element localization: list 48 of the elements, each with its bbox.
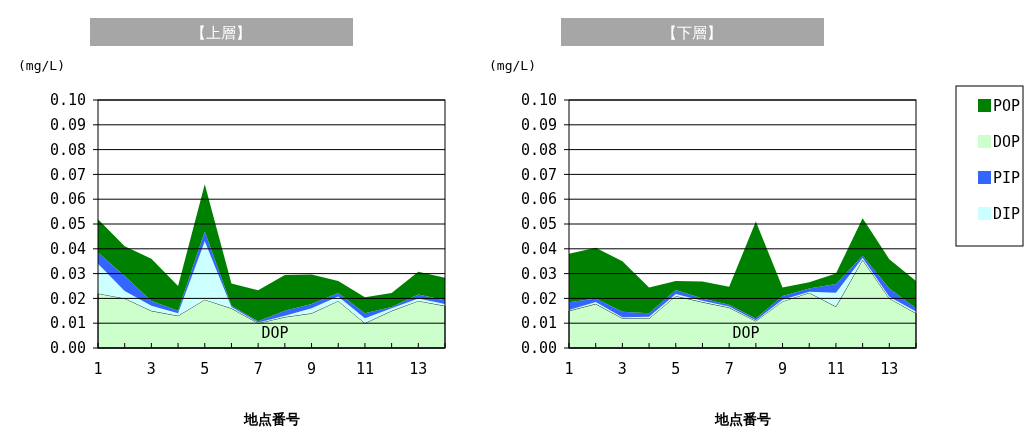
- y-tick-label: 0.03: [49, 264, 86, 283]
- legend-label: POP: [993, 97, 1021, 115]
- chart-title: 【上層】: [191, 24, 251, 42]
- y-tick-label: 0.02: [520, 289, 557, 308]
- y-tick-label: 0.04: [49, 240, 86, 259]
- legend-label: DOP: [993, 133, 1021, 151]
- x-tick-label: 9: [778, 360, 788, 378]
- y-tick-label: 0.05: [520, 215, 557, 234]
- y-tick-label: 0.08: [520, 140, 557, 159]
- x-tick-label: 13: [880, 360, 899, 378]
- annotation: DOP: [732, 324, 760, 342]
- y-tick-label: 0.08: [49, 140, 86, 159]
- x-tick-label: 5: [200, 360, 210, 378]
- x-tick-label: 5: [671, 360, 681, 378]
- y-tick-label: 0.07: [49, 165, 86, 184]
- y-tick-label: 0.10: [49, 91, 86, 110]
- x-tick-label: 11: [826, 360, 845, 378]
- y-axis-title: (mg/L): [489, 58, 536, 73]
- y-tick-label: 0.01: [520, 314, 557, 333]
- y-tick-label: 0.06: [49, 190, 86, 209]
- y-tick-label: 0.00: [520, 339, 557, 358]
- y-tick-label: 0.09: [49, 116, 86, 135]
- legend-label: PIP: [993, 169, 1021, 187]
- y-tick-label: 0.04: [520, 240, 557, 259]
- legend-label: DIP: [993, 205, 1021, 223]
- y-tick-label: 0.00: [49, 339, 86, 358]
- x-tick-label: 1: [564, 360, 574, 378]
- x-tick-label: 9: [307, 360, 317, 378]
- annotation: DOP: [261, 324, 289, 342]
- y-tick-label: 0.05: [49, 215, 86, 234]
- y-tick-label: 0.10: [520, 91, 557, 110]
- x-tick-label: 3: [146, 360, 156, 378]
- x-tick-label: 13: [409, 360, 428, 378]
- y-tick-label: 0.06: [520, 190, 557, 209]
- x-tick-label: 11: [355, 360, 374, 378]
- x-tick-label: 1: [93, 360, 103, 378]
- x-axis-title: 地点番号: [713, 411, 771, 427]
- y-tick-label: 0.01: [49, 314, 86, 333]
- y-tick-label: 0.09: [520, 116, 557, 135]
- y-tick-label: 0.03: [520, 264, 557, 283]
- x-tick-label: 7: [724, 360, 734, 378]
- chart-title: 【下層】: [662, 24, 722, 42]
- y-tick-label: 0.02: [49, 289, 86, 308]
- x-tick-label: 3: [617, 360, 627, 378]
- y-tick-label: 0.07: [520, 165, 557, 184]
- x-tick-label: 7: [253, 360, 263, 378]
- x-axis-title: 地点番号: [242, 411, 300, 427]
- y-axis-title: (mg/L): [18, 58, 65, 73]
